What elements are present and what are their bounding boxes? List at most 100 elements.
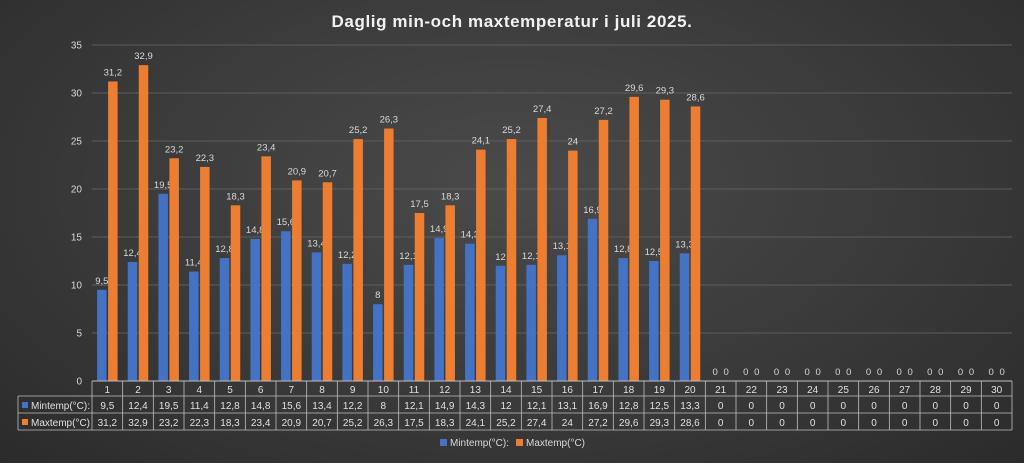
min-temp-bar <box>342 263 352 381</box>
table-cell: 24 <box>562 418 574 429</box>
min-temp-data-label: 12,8 <box>614 244 633 255</box>
min-temp-bar <box>373 304 383 381</box>
min-temp-data-label: 0 <box>805 367 810 378</box>
max-temp-data-label: 18,3 <box>441 191 460 202</box>
min-temp-data-label: 12,8 <box>215 244 234 255</box>
table-cell: 28,6 <box>680 418 700 429</box>
table-cell: 0 <box>779 418 785 429</box>
max-temp-data-label: 29,3 <box>656 86 675 97</box>
max-temp-data-label: 25,2 <box>502 125 521 136</box>
max-temp-bar <box>261 156 271 381</box>
min-temp-data-label: 0 <box>897 367 902 378</box>
min-temp-data-label: 0 <box>774 367 779 378</box>
max-temp-bar <box>200 166 210 381</box>
table-cell: 18,3 <box>220 418 240 429</box>
max-temp-bar <box>384 128 394 381</box>
min-temp-bar <box>526 264 536 381</box>
max-temp-data-label: 0 <box>816 367 821 378</box>
table-cell: 31,2 <box>98 418 118 429</box>
min-temp-data-label: 14,3 <box>461 230 480 241</box>
min-temp-data-label: 12,2 <box>338 250 357 261</box>
x-tick-label: 30 <box>991 385 1003 396</box>
max-temp-bar <box>660 99 670 381</box>
min-temp-bar <box>250 238 260 381</box>
table-cell: 0 <box>902 418 908 429</box>
max-temp-data-label: 0 <box>785 367 790 378</box>
table-cell: 12,1 <box>404 401 424 412</box>
max-temp-data-label: 0 <box>969 367 974 378</box>
max-temp-row-label: Maxtemp(°C) <box>31 418 90 429</box>
min-temp-data-label: 14,8 <box>246 225 265 236</box>
y-tick-label: 15 <box>71 233 83 244</box>
table-cell: 12,5 <box>650 401 670 412</box>
y-tick-label: 35 <box>71 41 83 52</box>
min-temp-data-label: 0 <box>866 367 871 378</box>
min-temp-data-label: 15,6 <box>277 217 296 228</box>
table-cell: 12,8 <box>619 401 639 412</box>
table-cell: 25,2 <box>496 418 516 429</box>
max-temp-bar <box>353 139 363 381</box>
max-temp-data-label: 23,2 <box>165 144 184 155</box>
max-temp-data-label: 25,2 <box>349 125 368 136</box>
min-temp-bar <box>403 264 414 381</box>
table-cell: 0 <box>933 418 939 429</box>
table-cell: 24,1 <box>466 418 486 429</box>
min-temp-data-label: 0 <box>743 367 748 378</box>
table-cell: 0 <box>994 418 1000 429</box>
x-tick-label: 18 <box>623 385 635 396</box>
table-cell: 14,9 <box>435 401 455 412</box>
min-temp-bar <box>97 289 107 381</box>
max-temp-data-label: 0 <box>938 367 943 378</box>
min-temp-bar <box>158 193 168 381</box>
min-temp-bar <box>679 253 690 381</box>
min-temp-bar <box>311 252 322 381</box>
table-cell: 12 <box>500 401 512 412</box>
legend-label-min-temp: Mintemp(°C): <box>450 438 509 449</box>
max-temp-bar <box>537 117 547 382</box>
table-cell: 0 <box>810 401 816 412</box>
table-cell: 20,9 <box>282 418 302 429</box>
min-temp-data-label: 12,5 <box>645 247 664 258</box>
min-temp-bar <box>127 261 138 381</box>
x-tick-label: 5 <box>227 385 233 396</box>
min-temp-data-label: 9,5 <box>95 276 108 287</box>
x-tick-label: 26 <box>868 385 880 396</box>
table-cell: 13,3 <box>680 401 700 412</box>
max-temp-data-label: 23,4 <box>257 142 276 153</box>
table-cell: 12,4 <box>128 401 148 412</box>
table-cell: 0 <box>749 401 755 412</box>
legend-swatch-max-temp <box>516 439 523 446</box>
min-temp-data-label: 0 <box>713 367 718 378</box>
x-tick-label: 4 <box>197 385 203 396</box>
max-temp-data-label: 0 <box>724 367 729 378</box>
x-tick-label: 24 <box>807 385 819 396</box>
max-temp-data-label: 20,7 <box>318 168 337 179</box>
max-temp-data-label: 24,1 <box>472 136 491 147</box>
x-tick-label: 13 <box>470 385 482 396</box>
min-temp-bar <box>495 265 506 381</box>
x-tick-label: 15 <box>531 385 543 396</box>
max-temp-bar <box>292 180 302 381</box>
max-temp-bar <box>476 149 486 381</box>
max-temp-bar <box>445 205 455 381</box>
table-cell: 14,3 <box>466 401 486 412</box>
max-temp-data-label: 20,9 <box>288 166 307 177</box>
x-tick-label: 22 <box>746 385 758 396</box>
table-cell: 0 <box>841 401 847 412</box>
table-cell: 0 <box>871 418 877 429</box>
table-cell: 25,2 <box>343 418 363 429</box>
table-cell: 14,8 <box>251 401 271 412</box>
max-temp-bar <box>690 106 701 381</box>
x-tick-label: 28 <box>930 385 942 396</box>
y-tick-label: 0 <box>76 377 82 388</box>
table-cell: 32,9 <box>128 418 148 429</box>
table-cell: 13,1 <box>558 401 578 412</box>
max-temp-data-label: 17,5 <box>410 199 429 210</box>
min-temp-data-label: 13,1 <box>553 241 572 252</box>
min-temp-bar <box>434 237 444 381</box>
table-cell: 29,6 <box>619 418 639 429</box>
min-temp-bar <box>281 231 291 381</box>
table-cell: 27,4 <box>527 418 547 429</box>
x-tick-label: 14 <box>500 385 512 396</box>
